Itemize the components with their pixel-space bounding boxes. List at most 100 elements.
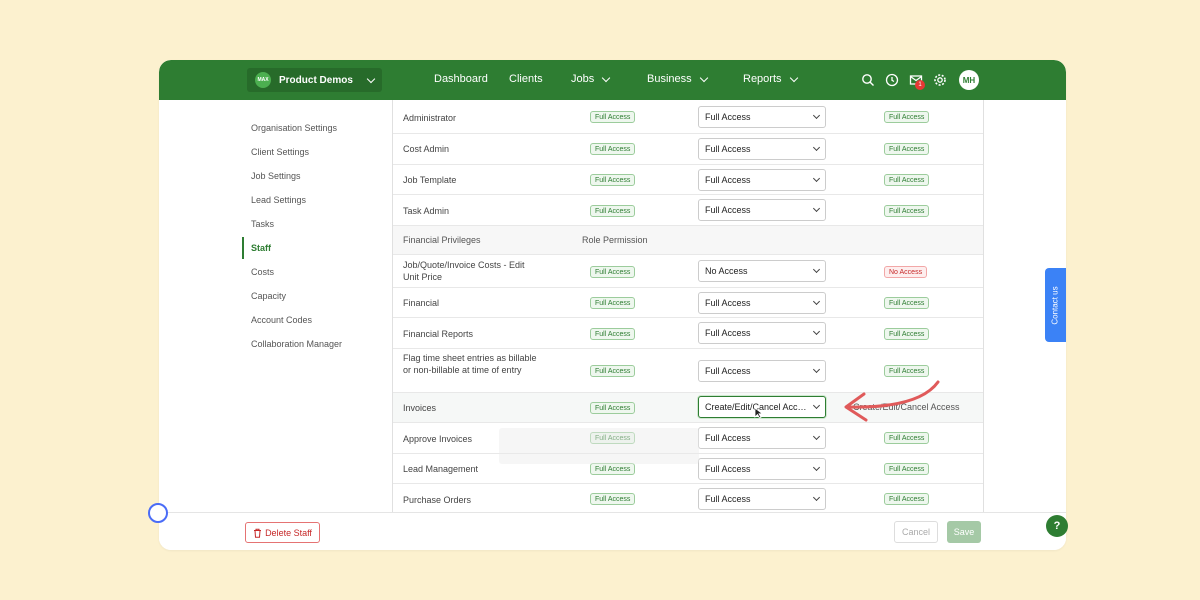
role-permission-badge: Full Access [590,111,636,123]
nav-reports-label: Reports [743,73,782,85]
permission-label: Task Admin [403,206,450,216]
effective-permission-badge: Full Access [884,365,930,377]
chevron-down-icon [812,327,821,336]
role-permission-badge: Full Access [590,143,636,155]
permission-select-value: Full Access [705,205,751,215]
sidebar-item-lead-settings[interactable]: Lead Settings [251,195,307,205]
chevron-down-icon [366,74,376,83]
sidebar-item-staff[interactable]: Staff [251,243,271,253]
sidebar-item-tasks[interactable]: Tasks [251,219,275,229]
nav-jobs-label: Jobs [571,73,595,85]
sidebar-item-organisation-settings[interactable]: Organisation Settings [251,123,338,133]
table-row: Financial Full Access Full Access Full A… [393,288,983,318]
nav-clients[interactable]: Clients [509,73,543,85]
table-row: Task Admin Full Access Full Access Full … [393,195,983,226]
save-button[interactable]: Save [947,521,981,543]
permission-select[interactable]: No Access [698,260,826,282]
permission-label: Approve Invoices [403,434,473,444]
chevron-down-icon [812,265,821,274]
organisation-switcher[interactable]: MAX Product Demos [247,68,382,92]
role-permission-badge: Full Access [590,328,636,340]
sidebar-item-collaboration-manager[interactable]: Collaboration Manager [251,339,343,349]
mouse-pointer-icon [754,407,764,419]
section-title: Financial Privileges [403,235,481,245]
permission-label: Job/Quote/Invoice Costs - Edit Unit Pric… [403,260,525,282]
nav-jobs[interactable]: Jobs [571,73,611,85]
search-icon[interactable] [861,73,875,87]
sidebar-active-indicator [242,237,244,259]
effective-permission-badge: Full Access [884,493,930,505]
sidebar-item-costs[interactable]: Costs [251,267,275,277]
cancel-button[interactable]: Cancel [894,521,938,543]
role-permission-badge: Full Access [590,266,636,278]
top-navigation-bar: MAX Product Demos Dashboard Clients Jobs… [159,60,1066,100]
effective-permission-badge: Full Access [884,297,930,309]
permission-select-value: Full Access [705,366,751,376]
role-permission-badge: Full Access [590,463,636,475]
chevron-down-icon [812,463,821,472]
permission-select-value: Full Access [705,112,751,122]
effective-permission-badge: Full Access [884,111,930,123]
table-row: Invoices Full Access Create/Edit/Cancel … [393,393,983,423]
gear-icon[interactable] [933,73,947,87]
delete-staff-label: Delete Staff [265,527,312,538]
permission-label: Flag time sheet entries as billable or n… [403,353,537,375]
table-row: Financial Reports Full Access Full Acces… [393,318,983,349]
nav-reports[interactable]: Reports [743,73,798,85]
role-permission-badge: Full Access [590,402,636,414]
permission-label: Financial Reports [403,329,474,339]
role-permission-badge: Full Access [590,493,636,505]
permission-label: Lead Management [403,464,479,474]
permission-label: Financial [403,298,440,308]
effective-permission-badge: Full Access [884,143,930,155]
permission-label: Invoices [403,403,437,413]
section-header-row: Financial Privileges Role Permission [393,226,983,255]
permission-select[interactable]: Full Access [698,169,826,191]
permission-select[interactable]: Full Access [698,138,826,160]
permission-select[interactable]: Full Access [698,488,826,510]
table-row: Cost Admin Full Access Full Access Full … [393,134,983,165]
role-permission-badge: Full Access [590,365,636,377]
permissions-table: Administrator Full Access Full Access Fu… [392,100,984,512]
table-row: Lead Management Full Access Full Access … [393,454,983,484]
permission-select[interactable]: Full Access [698,106,826,128]
permission-select[interactable]: Full Access [698,458,826,480]
permission-select[interactable]: Create/Edit/Cancel Access [698,396,826,418]
permission-select[interactable]: Full Access [698,292,826,314]
organisation-logo: MAX [255,72,271,88]
contact-us-tab[interactable]: Contact us [1045,268,1066,342]
clock-icon[interactable] [885,73,899,87]
role-permission-badge: Full Access [590,174,636,186]
effective-permission-badge: Full Access [884,205,930,217]
organisation-name: Product Demos [279,74,353,86]
table-row: Purchase Orders Full Access Full Access … [393,484,983,512]
nav-business[interactable]: Business [647,73,708,85]
chevron-down-icon [812,493,821,502]
faded-tooltip [499,428,699,464]
column-header-role-permission: Role Permission [582,235,648,245]
sidebar-item-client-settings[interactable]: Client Settings [251,147,310,157]
notification-badge: 1 [915,80,925,90]
effective-permission-badge: No Access [884,266,928,278]
help-button[interactable]: ? [1046,515,1068,537]
sidebar-item-capacity[interactable]: Capacity [251,291,287,301]
permission-select[interactable]: Full Access [698,199,826,221]
chevron-down-icon [812,365,821,374]
table-row: Job/Quote/Invoice Costs - Edit Unit Pric… [393,255,983,288]
permission-select[interactable]: Full Access [698,322,826,344]
permission-select[interactable]: Full Access [698,427,826,449]
widget-launcher-icon[interactable] [148,503,168,523]
nav-business-label: Business [647,73,692,85]
role-permission-badge: Full Access [590,432,636,444]
nav-dashboard[interactable]: Dashboard [434,73,488,85]
delete-staff-button[interactable]: Delete Staff [245,522,320,543]
avatar[interactable]: MH [959,70,979,90]
role-permission-badge: Full Access [590,205,636,217]
effective-permission-badge: Full Access [884,328,930,340]
sidebar-item-job-settings[interactable]: Job Settings [251,171,301,181]
permission-label: Job Template [403,175,457,185]
permission-select-value: No Access [705,266,748,276]
permission-select[interactable]: Full Access [698,360,826,382]
sidebar-item-account-codes[interactable]: Account Codes [251,315,313,325]
chevron-down-icon [812,143,821,152]
